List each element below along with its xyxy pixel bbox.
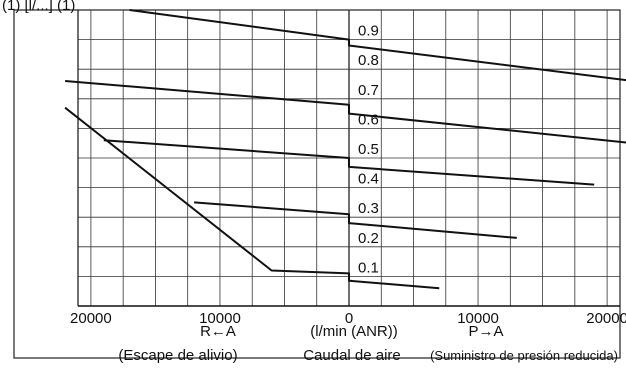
y-tick-label: 0.6 [358, 111, 379, 128]
y-tick-label: 0.8 [358, 52, 379, 69]
series-line-2 [65, 80, 626, 144]
flow-direction-left: R←A [200, 323, 236, 340]
header-fragment: (1) [l/...] (1) [2, 0, 75, 14]
center-caption: Caudal de aire [303, 347, 401, 364]
flow-direction-right: P→A [468, 323, 503, 340]
y-tick-label: 0.1 [358, 259, 379, 276]
series-line-4 [194, 201, 517, 239]
series-line-3 [103, 139, 595, 186]
y-tick-label: 0.4 [358, 171, 379, 188]
x-tick-label: 10000 [457, 310, 499, 327]
x-tick-label: 20000 [70, 310, 112, 327]
y-tick-label: 0.9 [358, 23, 379, 40]
y-tick-label: 0.2 [358, 230, 379, 247]
y-tick-label: 0.3 [358, 200, 379, 217]
series-line-5 [64, 106, 440, 290]
x-tick-label: 10000 [199, 310, 241, 327]
x-tick-label: 20000 [586, 310, 626, 327]
right-caption: (Suministro de presión reducida) [430, 348, 618, 363]
left-caption: (Escape de alivio) [118, 347, 237, 364]
x-tick-label: 0 [345, 310, 353, 327]
unit-label: (l/min (ANR)) [310, 323, 398, 340]
y-tick-label: 0.5 [358, 141, 379, 158]
series-line-1 [129, 9, 626, 82]
y-tick-label: 0.7 [358, 82, 379, 99]
